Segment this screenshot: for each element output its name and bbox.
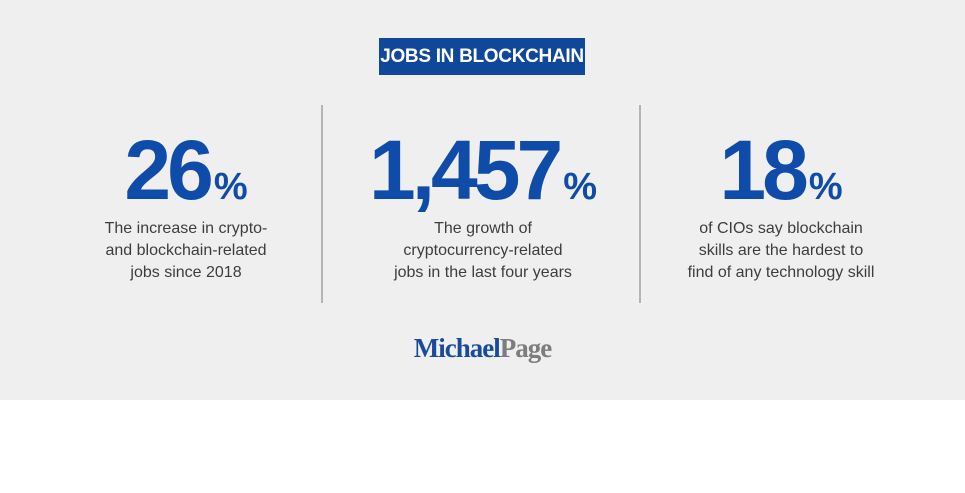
stat-number: 18 xyxy=(719,123,808,217)
description-line: jobs in the last four years xyxy=(394,264,572,281)
description-line: The growth of xyxy=(434,220,532,237)
stat-figure: 26% xyxy=(36,122,336,217)
stat: 26% The increase in crypto-and blockchain… xyxy=(36,122,336,284)
stat: 18% of CIOs say blockchain skills are the … xyxy=(631,122,931,284)
stat-figure: 18% xyxy=(631,122,931,217)
stat-description: of CIOs say blockchain skills are the har… xyxy=(631,218,931,284)
stat-unit: % xyxy=(213,166,248,208)
stat-figure: 1,457% xyxy=(333,122,633,217)
description-line: cryptocurrency-related xyxy=(403,242,563,259)
stat-description: The increase in crypto-and blockchain-re… xyxy=(36,218,336,284)
description-line: and blockchain-related xyxy=(105,242,267,259)
stat: 1,457% The growth of cryptocurrency-relate… xyxy=(333,122,633,284)
description-line: find of any technology skill xyxy=(687,264,875,281)
description-line: skills are the hardest to xyxy=(698,242,864,259)
stat-number: 1,457 xyxy=(368,123,563,217)
stat-unit: % xyxy=(808,166,843,208)
divider xyxy=(639,105,641,303)
stat-number: 26 xyxy=(124,123,213,217)
description-line: of CIOs say blockchain xyxy=(699,220,863,237)
stat-unit: % xyxy=(563,166,597,208)
logo-first: Michael xyxy=(413,333,501,363)
title: JOBS IN BLOCKCHAIN xyxy=(379,38,585,75)
divider xyxy=(321,105,323,303)
stat-description: The growth of cryptocurrency-related jobs … xyxy=(333,218,633,284)
logo-second: Page xyxy=(499,333,552,363)
description-line: jobs since 2018 xyxy=(130,264,242,281)
description-line: The increase in crypto- xyxy=(104,220,268,237)
logo: MichaelPage xyxy=(0,333,965,364)
